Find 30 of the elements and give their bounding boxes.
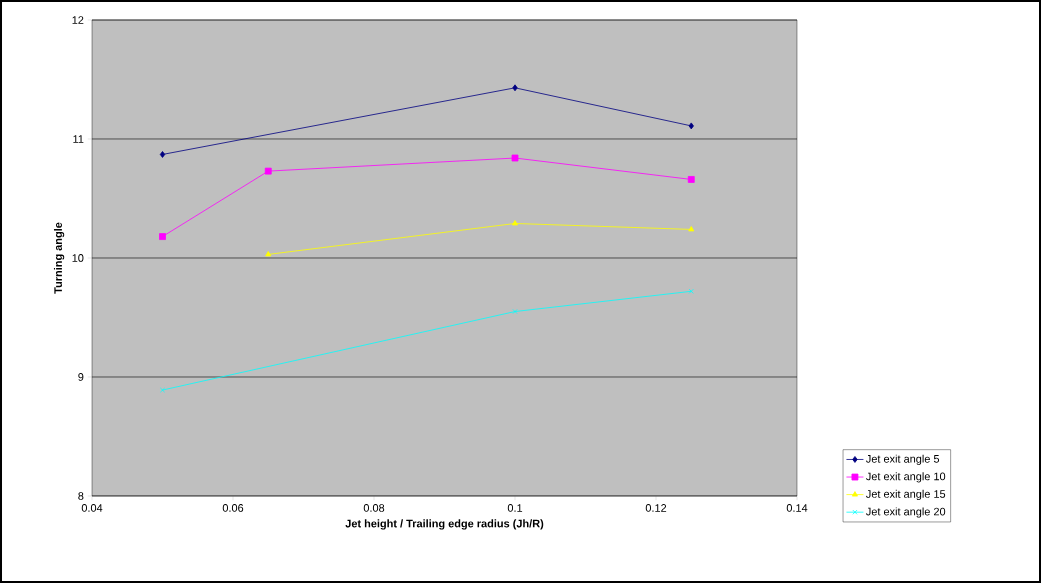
y-tick-label: 8 bbox=[78, 492, 84, 500]
x-axis-title: Jet height / Trailing edge radius (Jh/R) bbox=[345, 519, 544, 530]
legend-label: Jet exit angle 5 bbox=[866, 454, 940, 465]
point bbox=[264, 167, 272, 175]
legend-label: Jet exit angle 10 bbox=[866, 472, 946, 483]
point bbox=[512, 220, 519, 226]
y-axis-title: Turning angle bbox=[53, 222, 65, 294]
x-tick-label: 0.08 bbox=[363, 504, 385, 512]
point bbox=[688, 226, 695, 232]
point bbox=[159, 387, 166, 393]
point bbox=[512, 84, 518, 92]
legend-label: Jet exit angle 15 bbox=[866, 489, 946, 501]
point bbox=[512, 309, 518, 315]
x-tick-label: 0.12 bbox=[645, 504, 667, 512]
point bbox=[511, 154, 519, 162]
y-tick-label: 9 bbox=[78, 373, 84, 381]
point bbox=[159, 233, 166, 240]
x-tick-label: 0.1 bbox=[507, 504, 523, 512]
point bbox=[688, 122, 694, 130]
y-tick-label: 12 bbox=[72, 16, 84, 24]
x-tick-label: 0.06 bbox=[222, 504, 244, 512]
x-tick-label: 0.04 bbox=[81, 504, 103, 512]
y-tick-label: 10 bbox=[72, 254, 84, 262]
point bbox=[159, 151, 166, 158]
legend-label: Jet exit angle 20 bbox=[866, 507, 946, 518]
x-tick-label: 0.14 bbox=[786, 504, 808, 512]
point bbox=[687, 176, 695, 183]
y-tick-label: 11 bbox=[73, 135, 84, 143]
point bbox=[688, 288, 694, 294]
point bbox=[265, 251, 272, 257]
